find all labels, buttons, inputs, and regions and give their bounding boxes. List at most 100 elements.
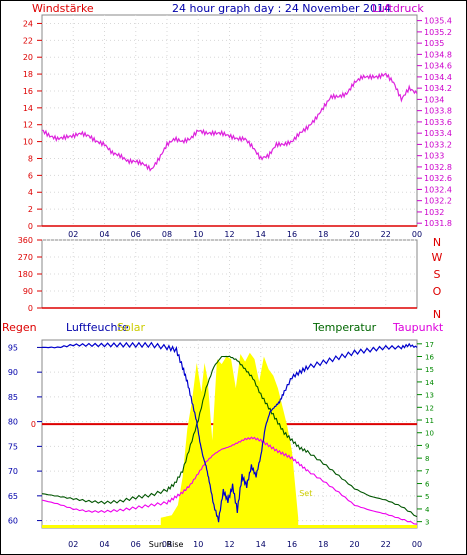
pressure-tick-label: 1033.6 [424,118,452,127]
pressure-tick-label: 1033.8 [424,107,452,116]
time-tick-label: 16 [287,540,297,549]
direction-tick-label: 270 [18,253,33,262]
solar-title: Solar [117,321,146,334]
pressure-tick-label: 1032.2 [424,197,452,206]
humidity-tick-label: 60 [8,517,18,526]
time-tick-label: 14 [256,230,266,239]
humidity-axis-title: Luftfeuchte [66,321,129,334]
time-tick-label: 14 [256,540,266,549]
time-tick-label: 06 [131,230,141,239]
pressure-tick-label: 1034 [424,95,444,104]
direction-tick-label: 180 [18,270,33,279]
temperature-tick-label: 10 [425,430,434,438]
temperature-tick-label: 17 [425,341,434,349]
sun-set-label: Set [299,489,312,498]
pressure-tick-label: 1032.8 [424,163,452,172]
pressure-tick-label: 1033.4 [424,129,452,138]
grid-wind-direction [42,239,417,309]
pressure-tick-label: 1034.2 [424,84,452,93]
solar-baseline [42,525,417,528]
humidity-temperature-series [41,341,418,525]
pressure-tick-label: 1031.8 [424,219,452,228]
pressure-series [41,72,418,172]
humidity-tick-label: 70 [8,467,18,476]
time-tick-label: 22 [381,540,391,549]
pressure-tick-label: 1033.2 [424,140,452,149]
compass-label: N [433,236,441,249]
wind-tick-label: 2 [28,205,33,214]
dewpoint-line [41,436,418,525]
wind-tick-label: 6 [28,171,33,180]
humidity-tick-label: 95 [8,343,18,352]
pressure-axis-title: Luftdruck [372,2,424,15]
time-tick-label: 10 [193,540,203,549]
time-tick-label: 20 [349,540,359,549]
pressure-line [41,72,418,172]
compass-label: S [434,268,441,281]
humidity-tick-label: 85 [8,393,18,402]
wind-axis-title: Windstärke [32,2,94,15]
pressure-tick-label: 1032.6 [424,174,452,183]
pressure-tick-label: 1035.2 [424,28,452,37]
temperature-tick-label: 5 [425,493,429,501]
wind-tick-label: 12 [23,121,33,130]
time-tick-label: 12 [224,540,234,549]
pressure-tick-label: 1034.6 [424,62,452,71]
temperature-tick-label: 4 [425,506,430,514]
temperature-line [41,355,418,518]
wind-tick-label: 8 [28,154,33,163]
solar-area [160,352,299,528]
wind-tick-label: 10 [23,138,33,147]
compass-label: N [433,308,441,321]
direction-tick-label: 90 [23,287,33,296]
time-tick-label: 18 [318,540,328,549]
time-tick-label: 10 [193,230,203,239]
time-tick-label: 22 [381,230,391,239]
time-tick-label: 08 [162,230,172,239]
temperature-tick-label: 3 [425,519,429,527]
wind-tick-label: 24 [23,19,33,28]
time-tick-label: 02 [68,230,78,239]
temperature-axis-title: Temperatur [312,321,377,334]
humidity-tick-label: 65 [8,492,18,501]
compass-label: W [432,251,443,264]
direction-tick-label: 0 [28,304,33,313]
humidity-tick-label: 90 [8,368,18,377]
rain-tick-label: 0 [31,420,36,429]
time-tick-label: 04 [99,540,109,549]
axes-labels: 0246810121416182022241031.810321032.2103… [8,17,452,549]
time-tick-label: 00 [412,540,422,549]
temperature-tick-label: 8 [425,455,429,463]
grid-wind-pressure [42,15,417,227]
wind-tick-label: 14 [23,104,33,113]
time-tick-label: 02 [68,540,78,549]
pressure-tick-label: 1032 [424,208,444,217]
wind-tick-label: 20 [23,53,33,62]
temperature-tick-label: 14 [425,379,434,387]
temperature-tick-label: 7 [425,468,429,476]
direction-tick-label: 360 [18,236,33,245]
time-tick-label: 18 [318,230,328,239]
temperature-tick-label: 9 [425,442,429,450]
humidity-line [41,341,418,523]
time-tick-label: 04 [99,230,109,239]
time-tick-label: 12 [224,230,234,239]
rain-axis-title: Regen [2,321,37,334]
humidity-tick-label: 75 [8,442,18,451]
chart-title: 24 hour graph day : 24 November 2014 [172,2,391,15]
pressure-tick-label: 1032.4 [424,185,452,194]
pressure-tick-label: 1035.4 [424,17,452,26]
wind-tick-label: 22 [23,36,33,45]
temperature-tick-label: 13 [425,392,434,400]
humidity-tick-label: 80 [8,418,18,427]
time-tick-label: 00 [412,230,422,239]
temperature-tick-label: 16 [425,354,434,362]
temperature-tick-label: 11 [425,417,434,425]
temperature-tick-label: 15 [425,366,434,374]
time-tick-label: 08 [162,540,172,549]
pressure-tick-label: 1034.4 [424,73,452,82]
pressure-tick-label: 1034.8 [424,50,452,59]
time-tick-label: 16 [287,230,297,239]
